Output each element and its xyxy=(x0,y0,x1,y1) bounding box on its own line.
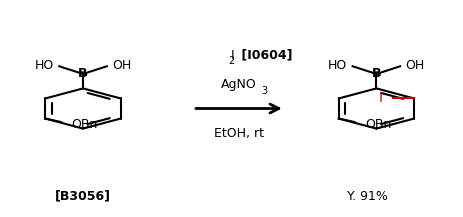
Text: HO: HO xyxy=(327,59,347,72)
Text: [B3056]: [B3056] xyxy=(55,190,111,203)
Text: 3: 3 xyxy=(261,86,267,96)
Text: I: I xyxy=(230,49,234,62)
Text: 2: 2 xyxy=(227,56,234,66)
Text: Y. 91%: Y. 91% xyxy=(346,190,387,203)
Text: OBn: OBn xyxy=(364,118,390,131)
Text: I: I xyxy=(377,91,382,105)
Text: EtOH, rt: EtOH, rt xyxy=(213,127,263,140)
Text: AgNO: AgNO xyxy=(220,78,256,91)
Text: HO: HO xyxy=(35,59,54,72)
Text: OH: OH xyxy=(112,59,131,72)
Text: [I0604]: [I0604] xyxy=(236,49,291,62)
Text: B: B xyxy=(78,67,88,81)
Text: OH: OH xyxy=(405,59,424,72)
Text: B: B xyxy=(371,67,380,81)
Text: OBn: OBn xyxy=(71,118,98,131)
